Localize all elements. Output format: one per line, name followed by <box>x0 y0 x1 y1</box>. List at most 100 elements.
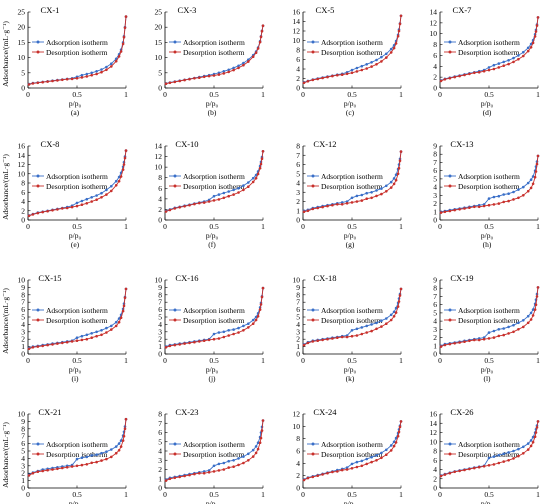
adsorption-point <box>487 331 491 334</box>
adsorption-point <box>380 451 383 455</box>
x-tick-label: 0 <box>301 222 305 231</box>
legend-adsorption-label: Adsorption isotherm <box>458 172 520 181</box>
y-tick-label: 8 <box>158 173 162 182</box>
y-tick-label: 1 <box>21 342 25 351</box>
legend-adsorption-label: Adsorption isotherm <box>458 306 520 315</box>
legend-desorption-marker <box>448 184 452 188</box>
y-tick-label: 0 <box>158 484 162 493</box>
desorption-point <box>392 182 396 186</box>
x-axis-label: p/p₀ <box>481 231 494 240</box>
adsorption-point <box>497 453 501 457</box>
desorption-point <box>46 343 49 347</box>
adsorption-point <box>254 315 258 319</box>
desorption-point <box>306 341 310 345</box>
y-tick-label: 2 <box>21 206 25 215</box>
desorption-point <box>183 78 186 82</box>
desorption-point <box>247 185 250 188</box>
desorption-point <box>237 191 240 194</box>
panel-title: CX-23 <box>175 407 198 417</box>
desorption-point <box>122 304 126 308</box>
desorption-point <box>36 81 40 85</box>
desorption-point <box>232 68 235 72</box>
desorption-point <box>396 434 400 438</box>
desorption-point <box>95 72 98 76</box>
desorption-point <box>302 343 306 347</box>
desorption-point <box>261 150 265 153</box>
adsorption-point <box>119 439 123 442</box>
desorption-point <box>122 35 126 39</box>
adsorption-point <box>247 322 250 326</box>
y-tick-label: 6 <box>158 428 162 437</box>
legend-adsorption-marker <box>36 174 40 178</box>
adsorption-point <box>522 50 525 54</box>
adsorption-point <box>531 308 535 311</box>
y-tick-label: 0 <box>296 484 300 493</box>
desorption-point <box>448 342 452 346</box>
desorption-point <box>41 80 44 84</box>
desorption-point <box>439 79 443 83</box>
legend-desorption-label: Desorption isotherm <box>183 182 245 191</box>
desorption-point <box>198 76 201 79</box>
desorption-point <box>477 338 481 342</box>
desorption-point <box>46 468 49 472</box>
y-tick-label: 4 <box>433 465 437 474</box>
y-tick-label: 6 <box>21 439 25 448</box>
desorption-point <box>526 321 530 325</box>
y-tick-label: 4 <box>433 62 437 71</box>
adsorption-point <box>370 323 373 326</box>
legend-adsorption-marker <box>311 174 315 178</box>
legend-adsorption-label: Adsorption isotherm <box>321 38 383 47</box>
desorption-point <box>473 466 476 470</box>
desorption-point <box>512 330 515 334</box>
y-tick-label: 12 <box>155 152 163 161</box>
desorption-point <box>345 202 349 205</box>
desorption-point <box>123 296 127 300</box>
adsorption-point <box>380 55 383 59</box>
desorption-point <box>90 200 93 203</box>
desorption-point <box>316 77 320 81</box>
desorption-point <box>535 426 539 429</box>
adsorption-point <box>100 329 103 332</box>
adsorption-point <box>100 191 103 195</box>
y-tick-label: 5 <box>433 174 437 183</box>
y-tick-label: 16 <box>430 410 438 419</box>
y-tick-label: 5 <box>296 313 300 322</box>
desorption-point <box>380 325 383 328</box>
legend-desorption-label: Desorption isotherm <box>183 450 245 459</box>
y-tick-label: 3 <box>21 327 25 336</box>
desorption-point <box>360 332 364 336</box>
desorption-point <box>261 24 265 28</box>
y-axis-label: Adsorbance/(mL·g⁻¹) <box>1 288 10 354</box>
adsorption-point <box>385 448 388 452</box>
desorption-point <box>350 467 354 470</box>
adsorption-point <box>355 327 359 331</box>
desorption-point <box>375 63 378 66</box>
adsorption-point <box>385 52 388 56</box>
y-tick-label: 5 <box>21 447 25 456</box>
x-tick-label: 0.5 <box>347 90 357 99</box>
adsorption-point <box>207 469 211 472</box>
y-tick-label: 0 <box>158 84 162 93</box>
desorption-point <box>261 419 265 422</box>
panel-title: CX-8 <box>41 139 60 149</box>
desorption-point <box>242 461 245 465</box>
y-tick-label: 1 <box>158 474 162 483</box>
y-tick-label: 4 <box>21 454 25 463</box>
desorption-point <box>375 194 378 198</box>
x-tick-label: 0.5 <box>209 222 219 231</box>
legend-desorption-marker <box>173 318 177 322</box>
x-tick-label: 0.5 <box>209 356 219 365</box>
adsorption-point <box>232 66 235 70</box>
adsorption-point <box>95 194 98 197</box>
desorption-point <box>311 340 315 343</box>
legend-adsorption-label: Adsorption isotherm <box>183 306 245 315</box>
desorption-point <box>173 343 177 347</box>
adsorption-point <box>517 321 520 325</box>
legend-desorption-marker <box>448 50 452 54</box>
desorption-point <box>453 470 457 474</box>
desorption-point <box>536 16 540 19</box>
desorption-point <box>463 468 466 472</box>
desorption-point <box>370 65 373 68</box>
